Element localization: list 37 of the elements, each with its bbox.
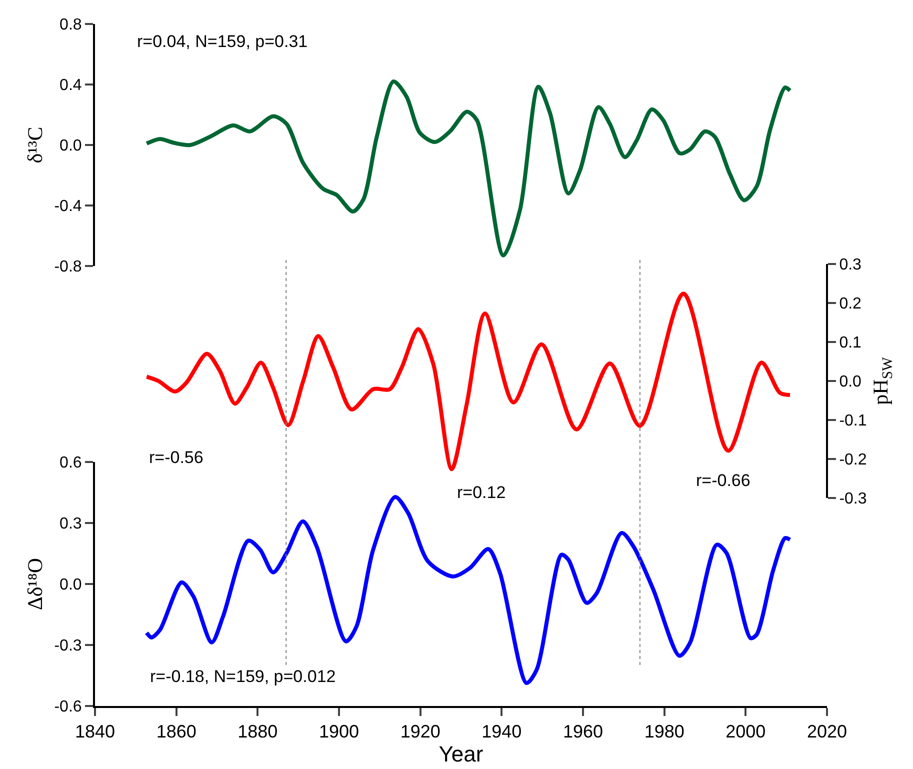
x-tick-label: 1980 xyxy=(644,722,684,742)
annotation: r=0.12 xyxy=(457,483,506,502)
annotation: r=-0.18, N=159, p=0.012 xyxy=(150,667,336,686)
x-tick-label: 1840 xyxy=(74,722,116,742)
y-tick-label: 0.4 xyxy=(60,77,82,94)
y-tick-label: -0.3 xyxy=(54,638,82,655)
x-tick-label: 1920 xyxy=(400,722,440,742)
annotation: r=0.04, N=159, p=0.31 xyxy=(137,32,308,51)
y-tick-label: -0.2 xyxy=(839,452,867,469)
line-series xyxy=(144,292,792,472)
x-tick-label: 1880 xyxy=(238,722,278,742)
y-tick-label: 0.2 xyxy=(839,296,862,313)
y-tick-label: 0.8 xyxy=(60,16,82,34)
x-tick-label: 1860 xyxy=(156,722,196,742)
y-axis-title: Δδ¹⁸O xyxy=(22,558,47,610)
y-tick-label: -0.6 xyxy=(54,698,82,716)
x-tick-label: 2020 xyxy=(806,722,848,742)
y-axis-title: δ¹³C xyxy=(22,126,47,164)
y-tick-label: -0.1 xyxy=(839,412,867,430)
line-series xyxy=(144,79,792,258)
annotation: r=-0.66 xyxy=(696,471,750,490)
x-axis-title: Year xyxy=(438,742,484,767)
annotation: r=-0.56 xyxy=(149,448,204,467)
x-tick-label: 1960 xyxy=(562,722,604,742)
x-tick-label: 1940 xyxy=(482,722,522,742)
y-tick-label: 0.1 xyxy=(839,334,862,352)
y-tick-label: 0.3 xyxy=(839,256,862,274)
y-tick-label: 0.6 xyxy=(60,454,82,472)
y-tick-label: 0.3 xyxy=(60,516,82,533)
y-tick-label: -0.8 xyxy=(54,258,82,276)
y-tick-label: -0.3 xyxy=(839,490,867,508)
y-tick-label: 0.0 xyxy=(60,138,82,155)
y-tick-label: 0.0 xyxy=(839,374,862,391)
x-tick-label: 2000 xyxy=(726,722,766,742)
y-tick-label: -0.4 xyxy=(54,198,82,216)
x-tick-label: 1900 xyxy=(318,722,360,742)
y-tick-label: 0.0 xyxy=(60,576,82,594)
